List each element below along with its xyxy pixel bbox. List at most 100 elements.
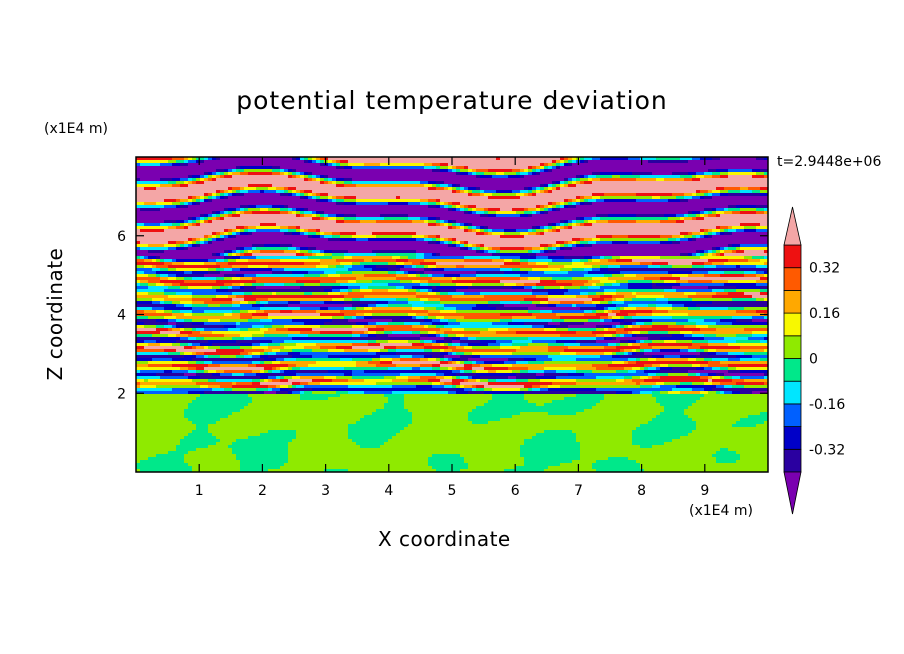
field-cell [424,163,429,167]
field-cell [628,157,633,161]
field-cell [216,214,221,218]
field-cell [364,247,369,251]
field-cell [492,232,497,236]
field-cell [684,193,689,197]
field-cell [492,226,497,230]
field-cell [512,187,517,191]
field-cell [296,235,301,239]
field-cell [384,175,389,179]
field-cell [676,172,681,176]
field-cell [336,232,341,236]
field-cell [420,223,425,227]
field-cell [360,247,365,251]
field-cell [240,223,245,227]
field-cell [228,184,233,188]
field-cell [672,211,677,215]
field-cell [312,250,317,254]
field-cell [424,169,429,173]
field-cell [540,193,545,197]
field-cell [292,157,297,161]
field-cell [692,181,697,185]
field-cell [520,166,525,170]
field-cell [540,166,545,170]
field-cell [228,211,233,215]
field-cell [364,178,369,182]
field-cell [716,184,721,188]
field-cell [312,178,317,182]
field-cell [156,214,161,218]
field-cell [640,223,645,227]
field-cell [408,193,413,197]
field-cell [412,178,417,182]
field-cell [616,160,621,164]
field-cell [432,184,437,188]
field-cell [636,199,641,203]
field-cell [256,190,261,194]
field-cell [488,181,493,185]
field-cell [704,172,709,176]
field-cell [192,214,197,218]
field-cell [264,199,269,203]
field-cell [220,187,225,191]
field-cell [200,190,205,194]
field-cell [248,175,253,179]
field-cell [536,199,541,203]
field-cell [456,208,461,212]
field-cell [204,244,209,248]
field-cell [384,238,389,242]
field-cell [404,187,409,191]
field-cell [188,175,193,179]
field-cell [532,196,537,200]
field-cell [428,238,433,242]
field-cell [508,214,513,218]
field-cell [276,220,281,224]
field-cell [596,208,601,212]
field-cell [340,193,345,197]
field-cell [168,238,173,242]
field-cell [388,223,393,227]
field-cell [624,163,629,167]
field-cell [172,211,177,215]
field-cell [680,247,685,251]
field-cell [540,190,545,194]
field-cell [740,244,745,248]
field-cell [308,244,313,248]
field-cell [280,208,285,212]
field-cell [744,247,749,251]
field-cell [696,238,701,242]
field-cell [704,214,709,218]
field-cell [260,238,265,242]
field-cell [644,226,649,230]
field-cell [568,202,573,206]
field-cell [576,208,581,212]
field-cell [564,220,569,224]
field-cell [472,205,477,209]
field-cell [700,199,705,203]
field-cell [516,202,521,206]
field-cell [544,190,549,194]
field-cell [348,250,353,254]
field-cell [248,238,253,242]
field-cell [208,157,213,161]
field-cell [632,205,637,209]
field-cell [464,166,469,170]
field-cell [292,193,297,197]
field-cell [360,214,365,218]
field-cell [152,220,157,224]
field-cell [264,184,269,188]
field-cell [320,202,325,206]
field-cell [388,205,393,209]
field-cell [364,205,369,209]
field-cell [584,223,589,227]
field-cell [172,205,177,209]
field-cell [640,241,645,245]
field-cell [340,247,345,251]
field-cell [380,238,385,242]
field-cell [316,175,321,179]
field-cell [640,169,645,173]
field-cell [284,181,289,185]
field-cell [352,166,357,170]
field-cell [648,214,653,218]
field-cell [248,157,253,161]
field-cell [340,184,345,188]
